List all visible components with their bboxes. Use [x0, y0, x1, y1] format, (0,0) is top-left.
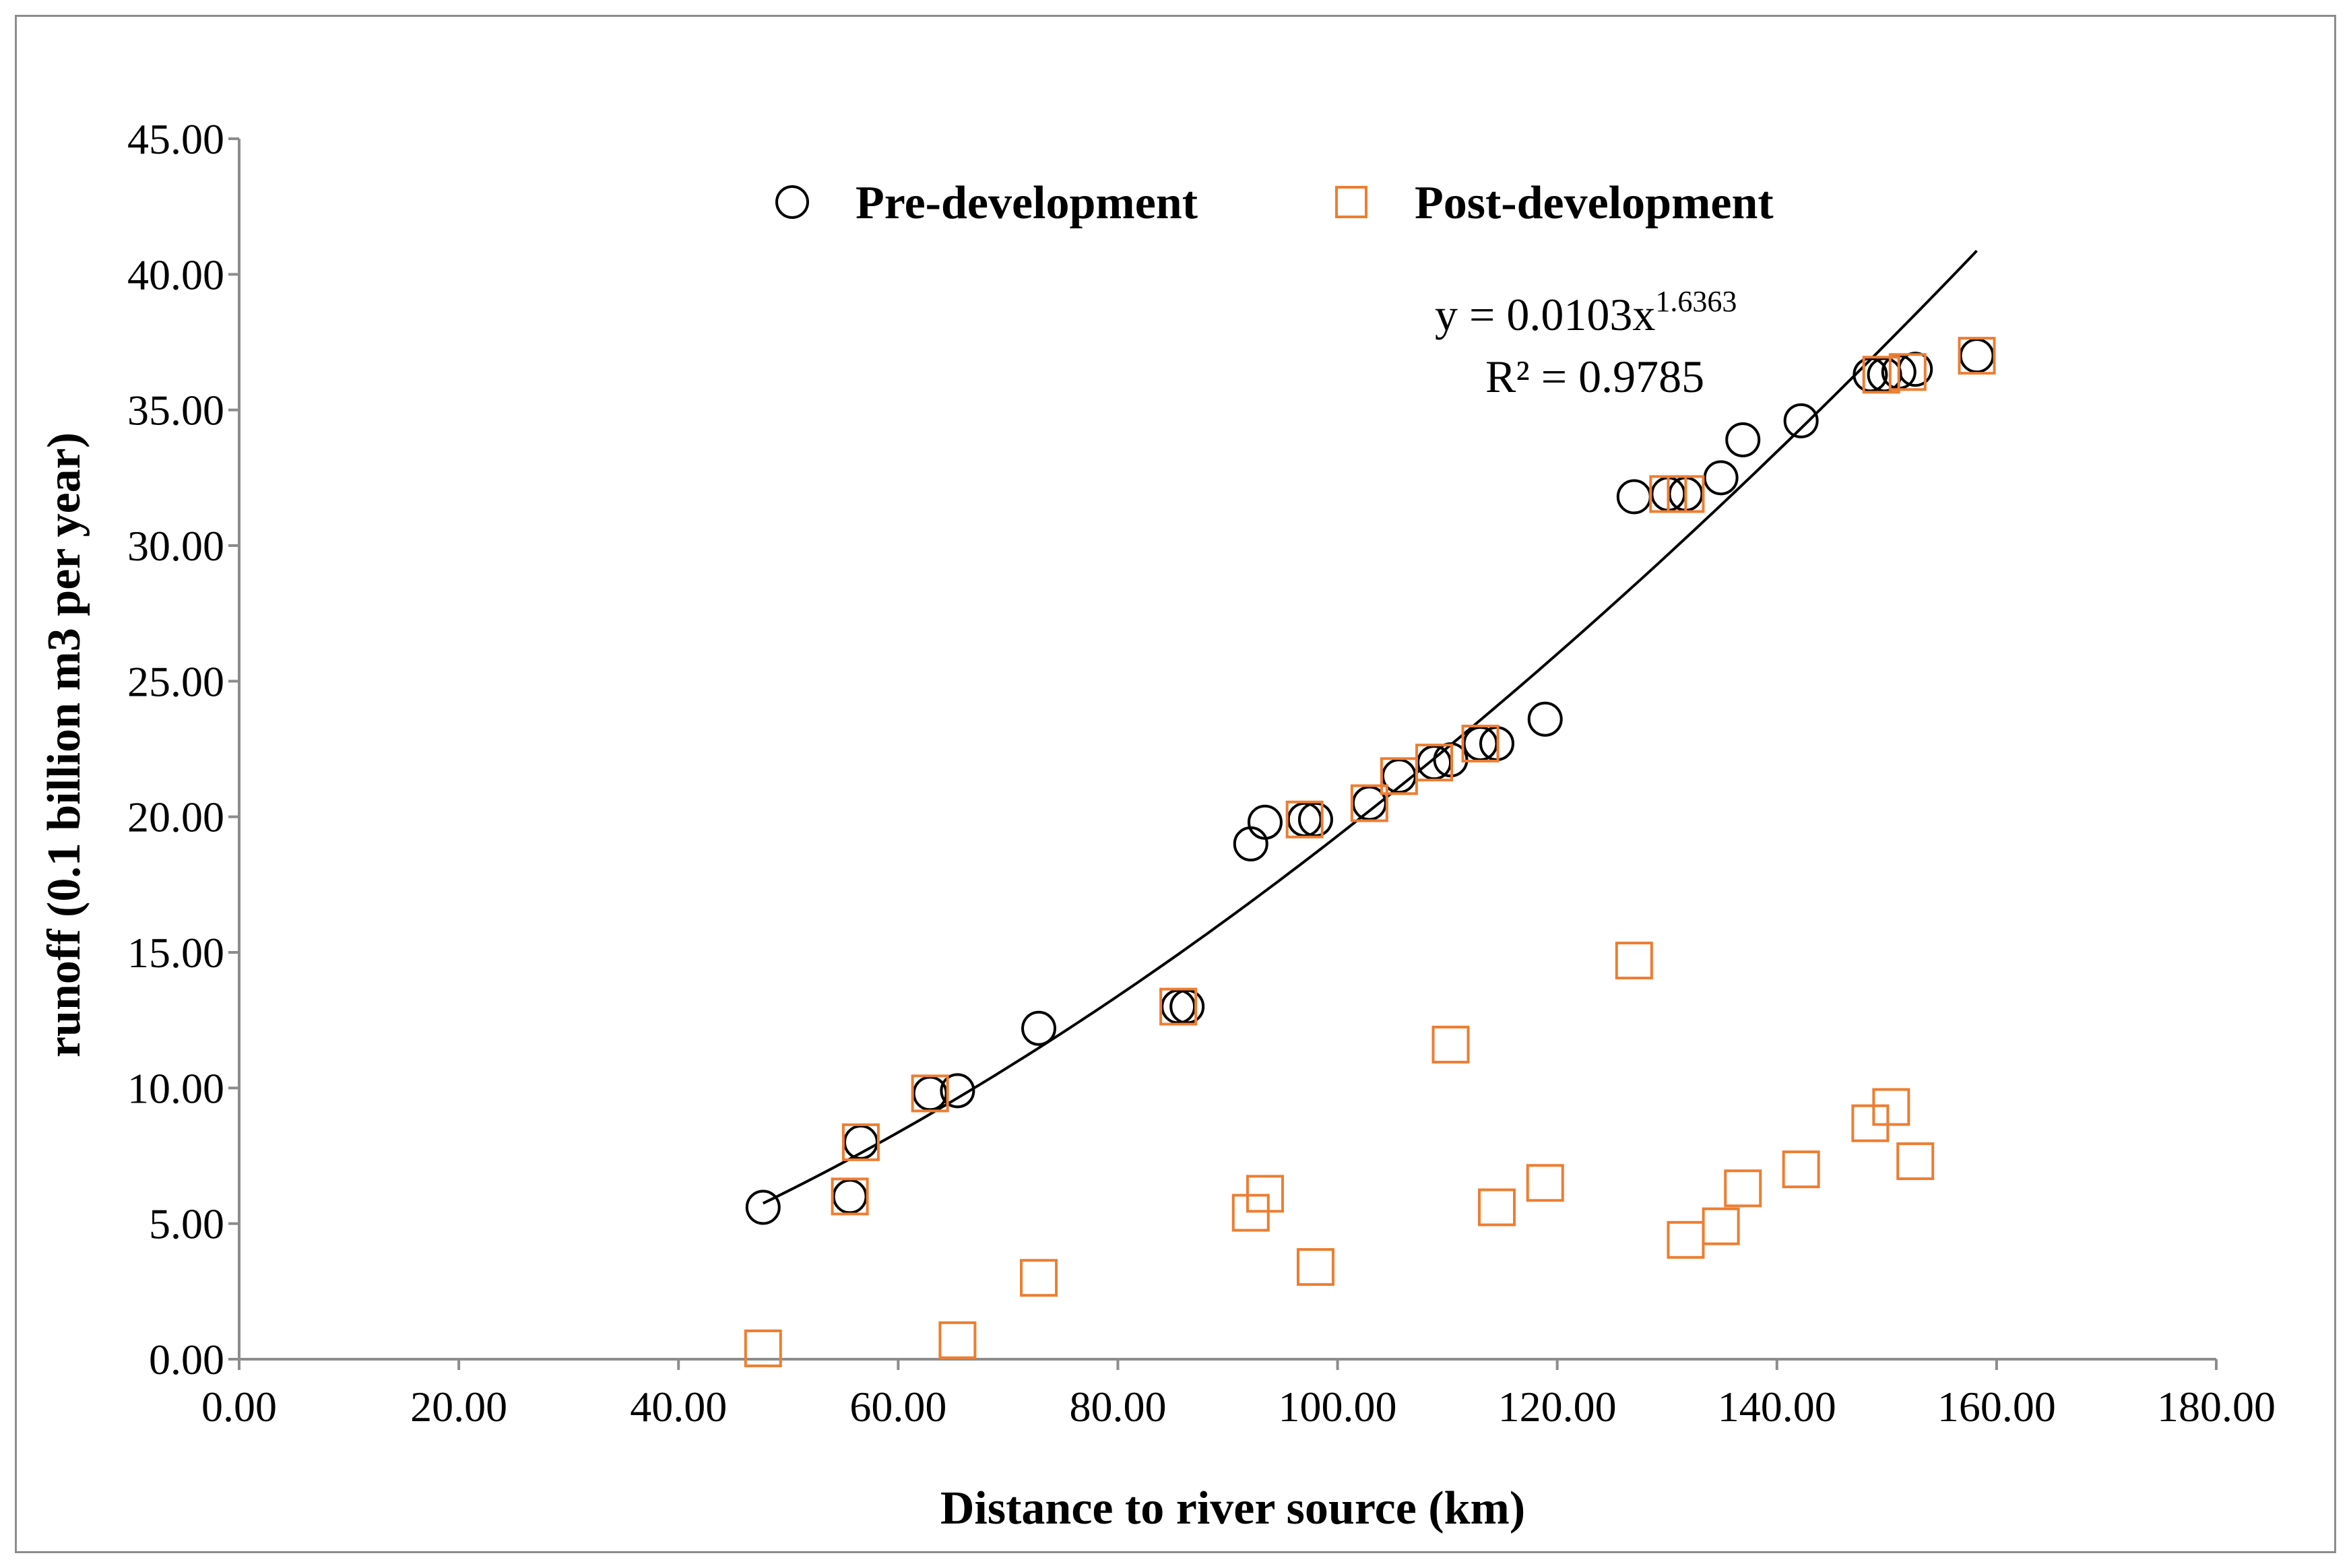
- x-tick-label: 140.00: [1718, 1383, 1836, 1431]
- post-development-point: [1872, 1088, 1910, 1126]
- post-development-point: [1431, 1025, 1470, 1064]
- y-tick-label: 0.00: [149, 1336, 224, 1383]
- pre-development-point: [1233, 826, 1268, 861]
- y-tick-label: 35.00: [127, 387, 224, 434]
- y-tick-label: 30.00: [127, 522, 224, 570]
- legend-pre-marker: [775, 185, 809, 219]
- pre-development-point: [832, 1179, 868, 1214]
- data-points: [744, 337, 1996, 1367]
- post-development-point: [1667, 1220, 1705, 1259]
- equation-prefix: y = 0.0103x: [1435, 289, 1655, 340]
- x-tick-label: 160.00: [1937, 1383, 2056, 1431]
- trendline-r-squared: R² = 0.9785: [1485, 351, 1704, 402]
- trendline-equation-text: y = 0.0103x1.6363: [1435, 285, 1737, 340]
- pre-development-point: [1616, 479, 1652, 515]
- post-development-point: [1702, 1207, 1740, 1245]
- power-trendline: [762, 249, 1978, 1205]
- series-post-development: [744, 337, 1996, 1367]
- post-development-point: [1615, 942, 1653, 980]
- post-development-point: [1285, 800, 1324, 839]
- axes: 0.00 20.00 40.00 60.00 80.00 100.00 120.00 140.…: [127, 115, 2276, 1431]
- y-axis-title: runoff (0.1 billion m3 per year): [38, 432, 90, 1057]
- x-tick-label: 40.00: [630, 1383, 727, 1431]
- pre-development-point: [940, 1073, 975, 1109]
- post-development-point: [1477, 1188, 1516, 1227]
- x-tick-label: 80.00: [1069, 1383, 1166, 1431]
- x-tick-label: 180.00: [2157, 1383, 2276, 1431]
- x-tick-label: 120.00: [1498, 1383, 1617, 1431]
- post-development-point: [1958, 337, 1996, 375]
- legend-post-label: Post-development: [1415, 177, 1774, 229]
- post-development-point: [938, 1321, 977, 1359]
- x-tick-label: 100.00: [1279, 1383, 1397, 1431]
- post-development-point: [1415, 744, 1454, 782]
- y-tick-label: 10.00: [127, 1064, 224, 1112]
- trendline: [762, 249, 1978, 1205]
- post-development-point: [1896, 1142, 1935, 1181]
- x-axis-title: Distance to river source (km): [940, 1482, 1525, 1534]
- post-development-point: [744, 1329, 782, 1367]
- pre-development-point: [1959, 338, 1995, 374]
- post-development-point: [1350, 784, 1388, 822]
- post-development-point: [1526, 1164, 1564, 1202]
- pre-development-point: [1703, 460, 1739, 496]
- chart-frame: [15, 15, 2336, 1553]
- post-development-point: [1296, 1248, 1334, 1286]
- post-development-point: [1667, 475, 1705, 513]
- post-development-point: [1862, 356, 1900, 394]
- trendline-equation: y = 0.0103x1.6363 R² = 0.9785: [1435, 285, 1737, 402]
- post-development-point: [1231, 1194, 1270, 1232]
- pre-development-point: [1021, 1010, 1057, 1046]
- x-tick-label: 60.00: [849, 1383, 946, 1431]
- y-tick-label: 15.00: [127, 929, 224, 977]
- legend-pre-label: Pre-development: [856, 177, 1198, 229]
- post-development-point: [1782, 1150, 1820, 1189]
- pre-development-point: [1783, 403, 1819, 438]
- legend: Pre-development Post-development: [775, 177, 1774, 229]
- equation-exponent: 1.6363: [1655, 285, 1737, 318]
- pre-development-point: [1247, 804, 1283, 840]
- y-ticks: 0.00 5.00 10.00 15.00 20.00 25.00 30.00 35.00 40…: [127, 115, 239, 1383]
- legend-post-marker: [1335, 186, 1367, 218]
- post-development-point: [1159, 987, 1198, 1026]
- post-development-point: [1461, 724, 1500, 762]
- y-tick-label: 45.00: [127, 115, 224, 163]
- post-development-point: [1724, 1169, 1762, 1208]
- y-tick-label: 20.00: [127, 793, 224, 841]
- post-development-point: [1020, 1259, 1058, 1297]
- post-development-point: [1246, 1175, 1284, 1213]
- post-development-point: [831, 1177, 869, 1216]
- x-ticks: 0.00 20.00 40.00 60.00 80.00 100.00 120.00 140.…: [201, 1359, 2276, 1431]
- x-tick-label: 0.00: [201, 1383, 277, 1431]
- y-tick-label: 5.00: [149, 1200, 224, 1248]
- post-development-point: [1888, 353, 1927, 391]
- post-development-point: [911, 1074, 949, 1113]
- y-tick-label: 25.00: [127, 657, 224, 705]
- post-development-point: [841, 1123, 880, 1161]
- pre-development-point: [1527, 701, 1563, 737]
- x-tick-label: 20.00: [410, 1383, 507, 1431]
- pre-development-point: [1725, 422, 1761, 457]
- pre-development-point: [1161, 989, 1196, 1024]
- series-pre-development: [745, 338, 1995, 1225]
- pre-development-point: [1169, 989, 1205, 1024]
- y-tick-label: 40.00: [127, 251, 224, 298]
- pre-development-point: [745, 1189, 781, 1225]
